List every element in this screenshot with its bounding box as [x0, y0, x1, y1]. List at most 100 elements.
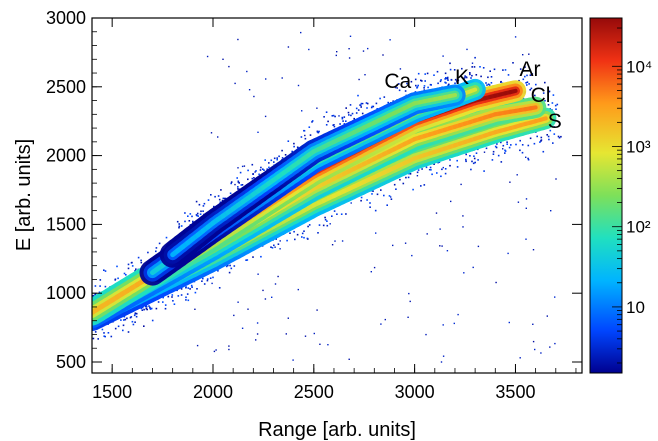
scatter-hit: [311, 121, 313, 123]
scatter-hit: [147, 251, 149, 254]
noise-hit: [370, 271, 372, 273]
noise-hit: [549, 346, 551, 348]
colorbar-gradient: [589, 17, 623, 374]
scatter-hit: [555, 108, 557, 110]
scatter-hit: [141, 309, 144, 311]
scatter-hit: [386, 204, 388, 206]
scatter-hit: [323, 116, 325, 118]
noise-hit: [554, 342, 556, 345]
scatter-hit: [497, 154, 500, 157]
element-labels: Ca K Ar Cl S: [384, 58, 561, 133]
scatter-hit: [521, 151, 524, 154]
scatter-hit: [262, 168, 264, 170]
scatter-hit: [449, 159, 451, 161]
scatter-hit: [293, 230, 295, 233]
scatter-hit: [213, 205, 215, 208]
scatter-hit: [375, 102, 378, 105]
scatter-hit: [553, 126, 555, 128]
noise-hit: [233, 314, 235, 317]
scatter-hit: [304, 137, 307, 140]
noise-hit: [442, 324, 444, 326]
scatter-hit: [155, 250, 157, 253]
noise-hit: [462, 226, 464, 228]
scatter-hit: [122, 324, 125, 327]
scatter-hit: [450, 79, 453, 81]
scatter-hit: [201, 280, 203, 282]
scatter-hit: [544, 81, 546, 84]
x-axis: 1500 2000 2500 3000 3500: [92, 18, 577, 402]
y-tick-label: 1000: [46, 283, 86, 303]
scatter-hit: [542, 150, 545, 153]
scatter-hit: [410, 80, 413, 83]
scatter-hit: [557, 135, 560, 138]
scatter-hit: [444, 168, 447, 170]
scatter-hit: [224, 197, 227, 200]
noise-hit: [466, 48, 468, 51]
scatter-hit: [155, 307, 158, 310]
scatter-hit: [345, 120, 347, 122]
scatter-hit: [463, 77, 466, 79]
noise-hit: [555, 178, 557, 180]
scatter-hit: [421, 80, 423, 82]
scatter-hit: [524, 75, 526, 78]
noise-hit: [257, 131, 259, 133]
scatter-hit: [276, 157, 278, 159]
scatter-hit: [104, 285, 107, 288]
scatter-hit: [301, 232, 304, 235]
scatter-hit: [325, 124, 328, 126]
noise-hit: [495, 281, 497, 284]
scatter-hit: [158, 242, 161, 245]
scatter-hit: [407, 176, 410, 179]
noise-hit: [411, 254, 413, 257]
scatter-hit: [359, 104, 362, 107]
scatter-hit: [360, 106, 362, 108]
scatter-hit: [387, 101, 389, 104]
scatter-hit: [482, 67, 485, 69]
label-k: K: [455, 66, 469, 89]
noise-hit: [519, 357, 521, 359]
scatter-hit: [366, 107, 368, 109]
noise-hit: [554, 296, 556, 298]
noise-hit: [277, 275, 279, 278]
scatter-hit: [171, 294, 174, 296]
scatter-hit: [486, 84, 488, 86]
scatter-hit: [471, 160, 473, 163]
scatter-hit: [490, 76, 493, 78]
scatter-hit: [165, 236, 168, 239]
scatter-hit: [540, 140, 542, 142]
scatter-hit: [184, 220, 186, 223]
scatter-hit: [210, 194, 212, 196]
scatter-hit: [162, 301, 164, 303]
scatter-hit: [220, 189, 222, 191]
scatter-hit: [303, 230, 305, 232]
scatter-hit: [273, 161, 275, 163]
scatter-hit: [357, 109, 360, 111]
scatter-hit: [475, 74, 478, 76]
scatter-hit: [472, 162, 475, 165]
scatter-hit: [490, 82, 493, 84]
scatter-hit: [114, 327, 117, 330]
noise-hit: [297, 84, 300, 87]
scatter-hit: [553, 133, 556, 135]
scatter-hit: [150, 307, 153, 310]
scatter-hit: [427, 86, 429, 89]
scatter-hit: [371, 105, 374, 108]
scatter-hit: [504, 69, 507, 71]
scatter-hit: [448, 83, 450, 86]
scatter-hit: [177, 295, 180, 297]
scatter-hit: [542, 92, 545, 94]
scatter-hit: [202, 210, 204, 212]
scatter-hit: [417, 72, 420, 75]
scatter-hit: [361, 112, 364, 115]
noise-hit: [308, 48, 310, 51]
scatter-hit: [229, 264, 231, 267]
scatter-hit: [437, 82, 439, 85]
scatter-hit: [264, 159, 266, 161]
scatter-hit: [456, 166, 459, 168]
scatter-hit: [519, 149, 521, 152]
scatter-hit: [454, 78, 457, 81]
scatter-hit: [383, 194, 385, 197]
noise-hit: [373, 266, 376, 269]
scatter-hit: [439, 80, 442, 83]
scatter-hit: [345, 213, 347, 215]
